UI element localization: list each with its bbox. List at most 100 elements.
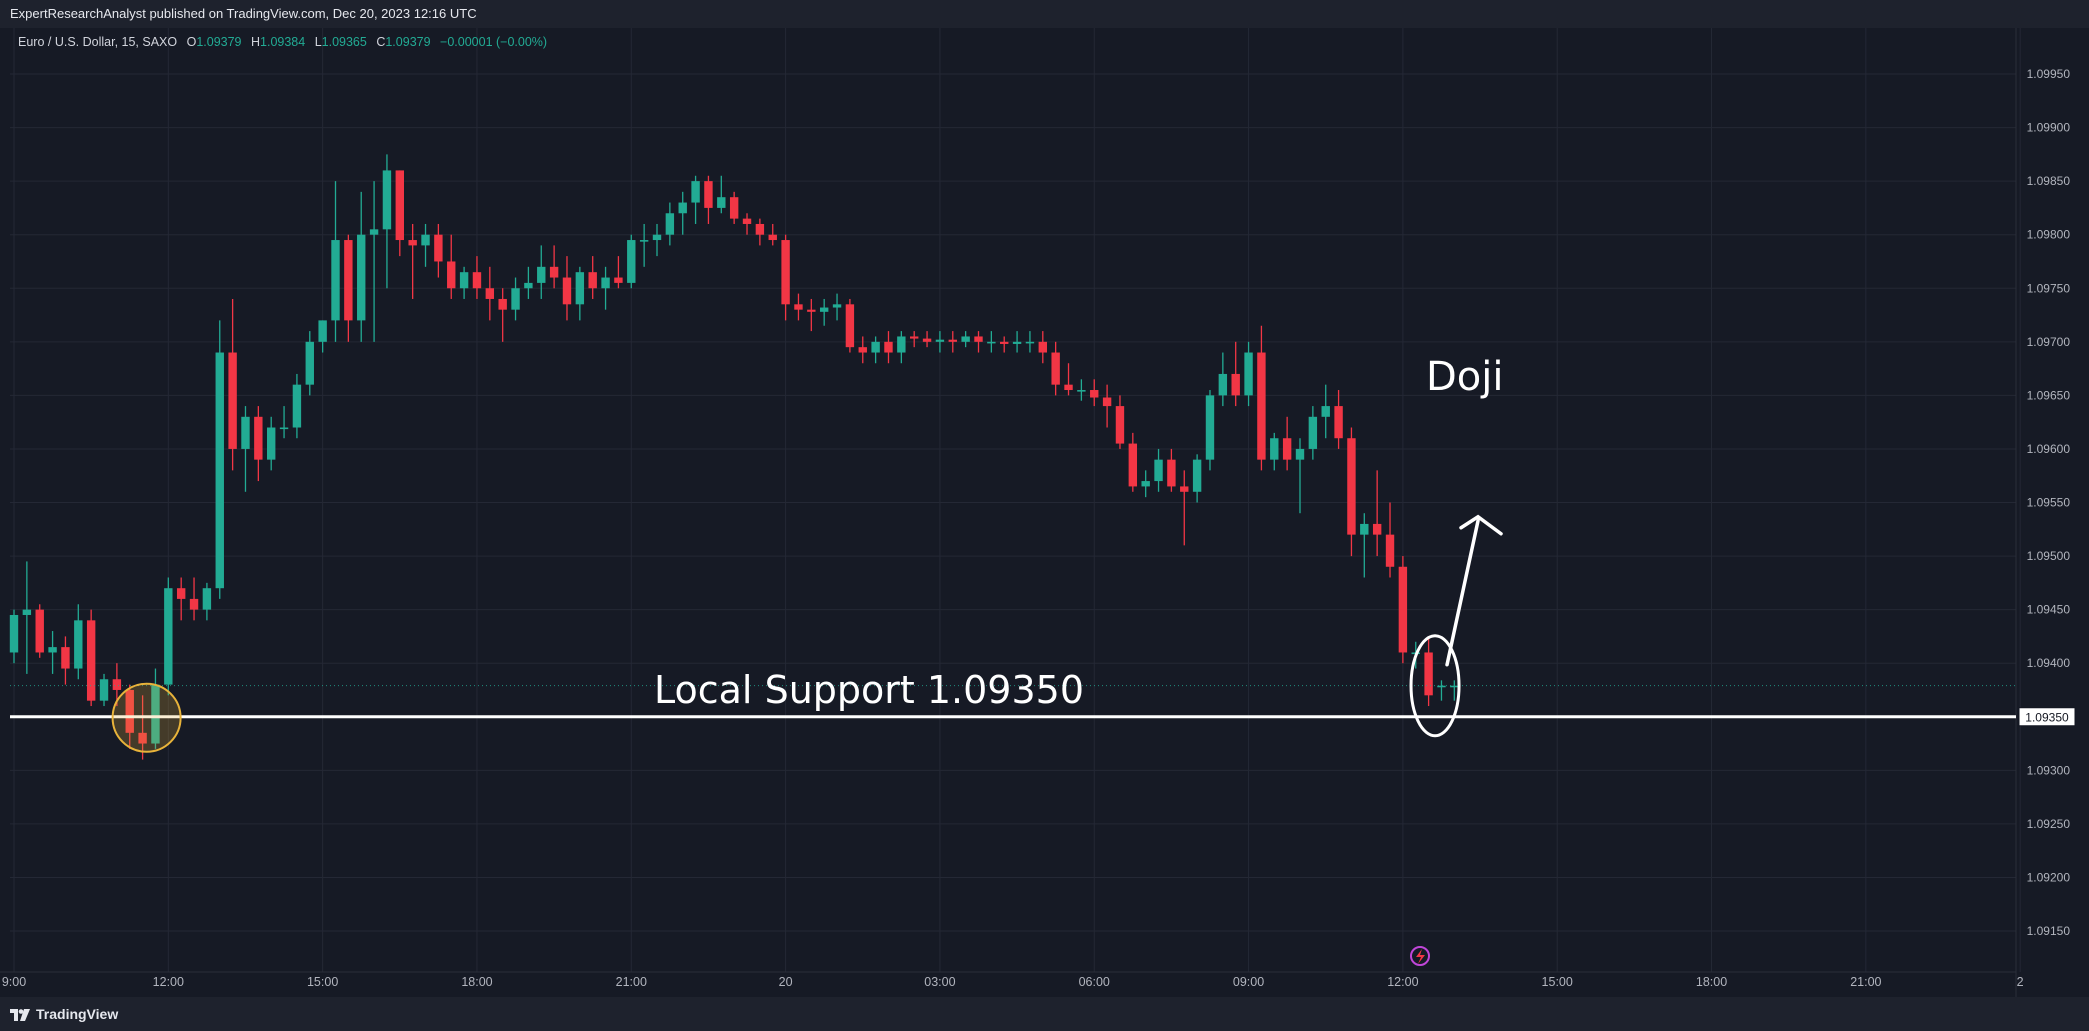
- candle-body[interactable]: [434, 234, 443, 262]
- candle-body[interactable]: [1141, 481, 1150, 487]
- candle-body[interactable]: [408, 240, 417, 246]
- candle-body[interactable]: [897, 336, 906, 353]
- candle-body[interactable]: [768, 234, 777, 241]
- candle-body[interactable]: [601, 277, 610, 289]
- candle-body[interactable]: [1385, 534, 1395, 567]
- candle-body[interactable]: [1244, 352, 1253, 396]
- candle-body[interactable]: [305, 341, 314, 385]
- candle-body[interactable]: [961, 336, 970, 342]
- up-arrow-head[interactable]: [1459, 514, 1503, 536]
- candle-body[interactable]: [1231, 373, 1240, 396]
- candle-body[interactable]: [549, 266, 559, 278]
- candle-body[interactable]: [871, 341, 880, 353]
- candle-body[interactable]: [498, 298, 507, 310]
- candle-body[interactable]: [254, 416, 263, 460]
- candle-body[interactable]: [935, 339, 945, 342]
- candle-body[interactable]: [382, 170, 392, 230]
- candle-body[interactable]: [1167, 459, 1176, 487]
- candle-body[interactable]: [987, 341, 996, 344]
- candle-body[interactable]: [1180, 486, 1189, 492]
- candle-body[interactable]: [1282, 438, 1292, 460]
- candle-body[interactable]: [781, 240, 790, 305]
- candle-body[interactable]: [1334, 406, 1343, 439]
- candle-body[interactable]: [1090, 390, 1099, 398]
- candle-body[interactable]: [1025, 341, 1035, 344]
- candle-body[interactable]: [112, 679, 122, 690]
- candle-body[interactable]: [202, 588, 212, 610]
- candle-body[interactable]: [614, 277, 623, 283]
- candle-body[interactable]: [1347, 438, 1356, 535]
- symbol-name[interactable]: Euro / U.S. Dollar, 15, SAXO: [18, 35, 178, 49]
- candle-body[interactable]: [729, 197, 739, 219]
- candle-body[interactable]: [74, 620, 83, 669]
- candle-body[interactable]: [22, 609, 32, 615]
- candle-body[interactable]: [48, 647, 57, 653]
- candle-body[interactable]: [1295, 448, 1305, 460]
- candle-body[interactable]: [1192, 459, 1202, 492]
- candle-body[interactable]: [1424, 652, 1433, 696]
- candle-body[interactable]: [99, 679, 109, 701]
- candle-body[interactable]: [1128, 443, 1138, 487]
- candle-body[interactable]: [331, 240, 340, 321]
- candle-body[interactable]: [1218, 373, 1228, 396]
- candle-body[interactable]: [1372, 523, 1382, 535]
- doji-ellipse[interactable]: [1409, 634, 1461, 738]
- candle-body[interactable]: [189, 598, 199, 610]
- candle-body[interactable]: [318, 320, 327, 342]
- candle-body[interactable]: [138, 732, 147, 744]
- candle-body[interactable]: [357, 234, 366, 321]
- candle-body[interactable]: [691, 181, 700, 203]
- candle-body[interactable]: [472, 272, 482, 289]
- candle-body[interactable]: [807, 309, 816, 312]
- candle-body[interactable]: [215, 352, 224, 589]
- candle-body[interactable]: [819, 307, 829, 312]
- candle-body[interactable]: [1308, 416, 1318, 449]
- candle-body[interactable]: [742, 218, 752, 224]
- candle-body[interactable]: [1064, 384, 1073, 391]
- candle-body[interactable]: [627, 240, 636, 283]
- up-arrow-shaft[interactable]: [1445, 519, 1480, 667]
- candle-body[interactable]: [35, 609, 44, 653]
- candle-body[interactable]: [678, 202, 687, 214]
- candle-body[interactable]: [1205, 395, 1215, 460]
- candle-body[interactable]: [125, 689, 134, 733]
- highlight-circle[interactable]: [111, 682, 182, 753]
- candle-body[interactable]: [665, 213, 675, 235]
- candle-body[interactable]: [9, 614, 19, 653]
- candle-body[interactable]: [421, 234, 430, 246]
- candle-body[interactable]: [845, 304, 855, 348]
- candle-body[interactable]: [228, 352, 237, 449]
- candlestick-chart[interactable]: 1.09150 1.09200 1.09250 1.09300 1.09350 1.094…: [0, 28, 2089, 997]
- candle-body[interactable]: [1102, 397, 1112, 407]
- candle-body[interactable]: [974, 336, 983, 342]
- event-lightning-icon[interactable]: [1410, 946, 1430, 966]
- tradingview-logo-icon[interactable]: [10, 1009, 30, 1022]
- candle-body[interactable]: [344, 240, 353, 321]
- candle-body[interactable]: [884, 341, 893, 353]
- candle-body[interactable]: [922, 338, 932, 342]
- candle-body[interactable]: [1437, 685, 1446, 688]
- candle-body[interactable]: [639, 240, 649, 242]
- candle-body[interactable]: [1450, 685, 1459, 688]
- candle-body[interactable]: [447, 261, 456, 289]
- candle-body[interactable]: [575, 272, 585, 305]
- candle-body[interactable]: [562, 277, 572, 305]
- candle-body[interactable]: [369, 229, 379, 235]
- candle-body[interactable]: [832, 304, 842, 308]
- candle-body[interactable]: [588, 272, 597, 289]
- candle-body[interactable]: [485, 288, 495, 299]
- candle-body[interactable]: [652, 234, 662, 241]
- candle-body[interactable]: [910, 336, 919, 339]
- candle-body[interactable]: [858, 347, 867, 353]
- candle-body[interactable]: [1360, 523, 1369, 535]
- candle-body[interactable]: [1000, 341, 1009, 344]
- candle-body[interactable]: [524, 282, 533, 289]
- candle-body[interactable]: [1270, 438, 1279, 460]
- candle-body[interactable]: [1257, 352, 1266, 460]
- candle-body[interactable]: [459, 272, 469, 289]
- candle-body[interactable]: [279, 427, 289, 430]
- candle-body[interactable]: [1038, 341, 1047, 353]
- candle-body[interactable]: [948, 339, 957, 342]
- candle-body[interactable]: [1398, 566, 1408, 653]
- candle-body[interactable]: [704, 181, 713, 208]
